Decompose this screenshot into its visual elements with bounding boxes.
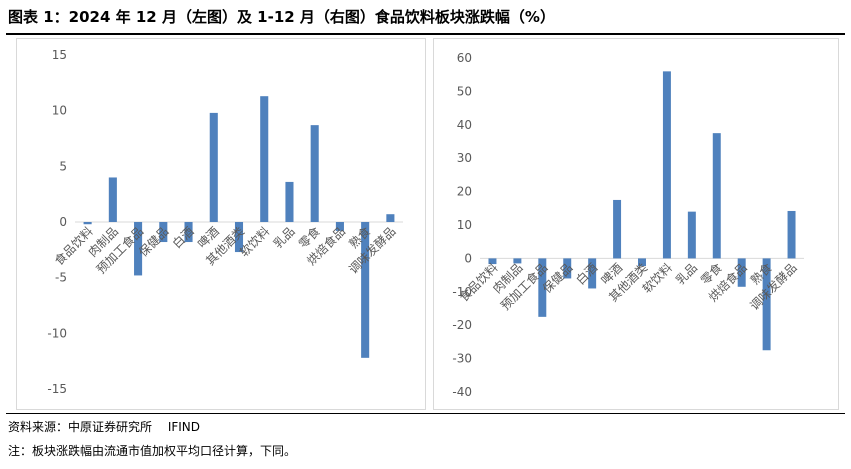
bar xyxy=(538,258,547,317)
bar xyxy=(613,199,622,259)
left-bar-chart: 151050-5-10-15食品饮料肉制品预加工食品保健品白酒啤酒其他酒类软饮料… xyxy=(47,48,403,396)
bar xyxy=(361,222,370,358)
bar xyxy=(310,125,319,222)
right-chart-panel: 60 50 40 30 20 10 0 -10 -20 -30 -40 食品饮料 肉制品 预加工食品 保健品… xyxy=(433,38,839,410)
y-tick-label: -20 xyxy=(452,318,472,332)
y-tick-label: 60 xyxy=(457,51,472,65)
y-tick-label: 0 xyxy=(464,251,472,265)
bar xyxy=(184,222,193,243)
bar xyxy=(83,222,92,225)
bar xyxy=(488,258,497,265)
bar xyxy=(737,258,746,287)
bar xyxy=(638,258,646,267)
bar xyxy=(209,112,218,222)
y-tick-label: 50 xyxy=(457,84,472,98)
y-tick-label: 10 xyxy=(457,218,472,232)
bar xyxy=(386,214,395,222)
bar xyxy=(134,222,143,276)
y-tick-label: 5 xyxy=(59,159,67,173)
footnote: 注：板块涨跌幅由流通市值加权平均口径计算，下同。 xyxy=(8,444,297,458)
bar xyxy=(563,258,572,279)
y-tick-label: -15 xyxy=(47,382,67,396)
y-tick-label: 10 xyxy=(52,104,67,118)
y-tick-label: -10 xyxy=(452,285,472,299)
bar xyxy=(513,258,522,264)
bar xyxy=(712,133,721,259)
category-label: 乳品 xyxy=(673,261,700,288)
bar xyxy=(588,258,597,289)
bar xyxy=(787,210,796,259)
bar xyxy=(234,222,244,253)
left-chart-panel: 15 10 5 0 -5 -10 -15 食品饮料 肉制品 预加工食品 保健品 白酒 啤酒 其他酒类 软饮料… xyxy=(16,38,426,410)
y-tick-label: -10 xyxy=(47,326,67,340)
bar xyxy=(285,181,294,222)
bar xyxy=(762,258,771,351)
top-rule xyxy=(6,33,845,35)
bar xyxy=(335,222,344,231)
y-tick-label: 30 xyxy=(457,151,472,165)
bottom-rule xyxy=(6,413,845,414)
category-label: 乳品 xyxy=(271,224,298,251)
bar xyxy=(260,96,269,222)
y-tick-label: -40 xyxy=(452,385,472,399)
y-tick-label: 40 xyxy=(457,118,472,132)
y-tick-label: 15 xyxy=(52,48,67,62)
y-tick-label: -30 xyxy=(452,352,472,366)
right-bar-chart: 6050403020100-10-20-30-40食品饮料肉制品预加工食品保健品… xyxy=(452,51,804,399)
source-note: 资料来源：中原证券研究所 IFIND xyxy=(8,420,201,434)
y-tick-label: -5 xyxy=(55,271,67,285)
bar xyxy=(687,211,696,259)
bar xyxy=(108,177,117,222)
category-label: 调味发酵品 xyxy=(747,260,800,313)
bar xyxy=(662,71,671,259)
y-tick-label: 0 xyxy=(59,215,67,229)
figure-title: 图表 1：2024 年 12 月（左图）及 1-12 月（右图）食品饮料板块涨跌… xyxy=(8,8,555,26)
bar xyxy=(159,222,168,243)
y-tick-label: 20 xyxy=(457,185,472,199)
category-label: 调味发酵品 xyxy=(345,224,398,277)
